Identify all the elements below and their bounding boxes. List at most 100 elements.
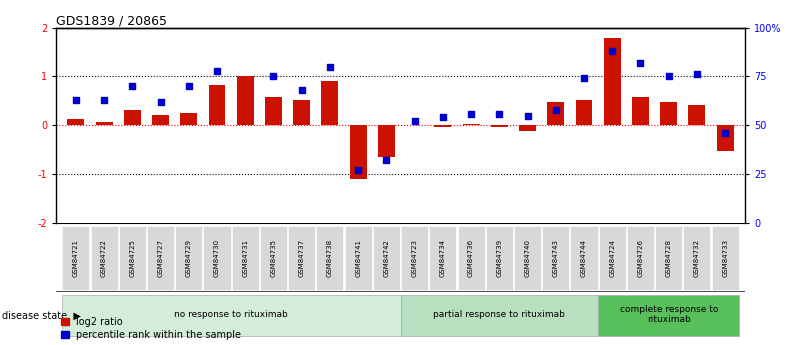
Bar xyxy=(124,110,141,125)
Point xyxy=(98,97,111,103)
Point xyxy=(634,60,647,66)
Text: GSM84726: GSM84726 xyxy=(638,239,643,277)
Bar xyxy=(208,85,225,125)
Text: disease state  ▶: disease state ▶ xyxy=(2,311,81,321)
Point xyxy=(380,158,392,163)
Text: GDS1839 / 20865: GDS1839 / 20865 xyxy=(56,14,167,28)
FancyBboxPatch shape xyxy=(570,226,598,290)
Text: GSM84725: GSM84725 xyxy=(129,239,135,277)
Point xyxy=(126,83,139,89)
Text: GSM84721: GSM84721 xyxy=(73,239,78,277)
Point xyxy=(690,72,703,77)
FancyBboxPatch shape xyxy=(655,226,682,290)
FancyBboxPatch shape xyxy=(401,226,429,290)
Bar xyxy=(491,125,508,127)
Bar xyxy=(378,125,395,157)
Text: GSM84733: GSM84733 xyxy=(723,239,728,277)
FancyBboxPatch shape xyxy=(175,226,203,290)
Point xyxy=(521,113,534,118)
Bar xyxy=(180,113,197,125)
FancyBboxPatch shape xyxy=(598,295,739,336)
Text: GSM84724: GSM84724 xyxy=(610,239,615,277)
FancyBboxPatch shape xyxy=(119,226,146,290)
Legend: log2 ratio, percentile rank within the sample: log2 ratio, percentile rank within the s… xyxy=(61,317,241,340)
Text: GSM84737: GSM84737 xyxy=(299,239,304,277)
FancyBboxPatch shape xyxy=(316,226,344,290)
Bar xyxy=(519,125,536,131)
FancyBboxPatch shape xyxy=(542,226,570,290)
FancyBboxPatch shape xyxy=(62,226,90,290)
Text: GSM84722: GSM84722 xyxy=(101,239,107,277)
Bar xyxy=(350,125,367,179)
Bar xyxy=(547,102,564,125)
Point xyxy=(578,76,590,81)
Point xyxy=(296,87,308,93)
FancyBboxPatch shape xyxy=(344,226,372,290)
Bar xyxy=(434,125,451,127)
FancyBboxPatch shape xyxy=(400,295,598,336)
Text: GSM84741: GSM84741 xyxy=(355,239,361,277)
FancyBboxPatch shape xyxy=(711,226,739,290)
Point xyxy=(154,99,167,105)
Text: GSM84740: GSM84740 xyxy=(525,239,530,277)
Point xyxy=(324,64,336,69)
Point xyxy=(662,74,675,79)
Bar xyxy=(95,122,112,125)
Text: GSM84730: GSM84730 xyxy=(214,239,220,277)
FancyBboxPatch shape xyxy=(288,226,316,290)
Text: GSM84742: GSM84742 xyxy=(384,239,389,277)
Point xyxy=(409,119,421,124)
FancyBboxPatch shape xyxy=(231,226,259,290)
Text: GSM84738: GSM84738 xyxy=(327,239,333,277)
Point xyxy=(493,111,505,116)
Bar xyxy=(632,97,649,125)
FancyBboxPatch shape xyxy=(485,226,513,290)
FancyBboxPatch shape xyxy=(147,226,174,290)
Point xyxy=(239,0,252,1)
Text: GSM84735: GSM84735 xyxy=(271,239,276,277)
Text: GSM84728: GSM84728 xyxy=(666,239,672,277)
Point xyxy=(211,68,223,73)
Bar xyxy=(237,77,254,125)
Text: GSM84734: GSM84734 xyxy=(440,239,446,277)
Text: GSM84736: GSM84736 xyxy=(468,239,474,277)
FancyBboxPatch shape xyxy=(62,295,400,336)
Point xyxy=(183,83,195,89)
Text: GSM84731: GSM84731 xyxy=(242,239,248,277)
Point xyxy=(70,97,83,103)
Text: GSM84743: GSM84743 xyxy=(553,239,559,277)
Bar xyxy=(152,115,169,125)
FancyBboxPatch shape xyxy=(457,226,485,290)
Text: GSM84727: GSM84727 xyxy=(158,239,163,277)
Bar xyxy=(67,119,84,125)
Text: GSM84723: GSM84723 xyxy=(412,239,417,277)
Bar xyxy=(293,100,310,125)
FancyBboxPatch shape xyxy=(203,226,231,290)
FancyBboxPatch shape xyxy=(260,226,287,290)
FancyBboxPatch shape xyxy=(429,226,457,290)
Point xyxy=(465,111,477,116)
Text: complete response to
rituximab: complete response to rituximab xyxy=(619,305,718,324)
Text: partial response to rituximab: partial response to rituximab xyxy=(433,310,566,319)
Bar xyxy=(265,97,282,125)
Point xyxy=(437,115,449,120)
Text: no response to rituximab: no response to rituximab xyxy=(175,310,288,319)
Bar xyxy=(660,102,677,125)
Point xyxy=(606,48,618,54)
FancyBboxPatch shape xyxy=(598,226,626,290)
Point xyxy=(352,167,364,173)
Bar xyxy=(576,100,593,125)
Text: GSM84729: GSM84729 xyxy=(186,239,191,277)
Bar xyxy=(321,81,338,125)
Bar xyxy=(717,125,734,151)
Text: GSM84744: GSM84744 xyxy=(581,239,587,277)
FancyBboxPatch shape xyxy=(514,226,541,290)
Point xyxy=(718,130,731,136)
Text: GSM84739: GSM84739 xyxy=(497,239,502,277)
FancyBboxPatch shape xyxy=(683,226,710,290)
FancyBboxPatch shape xyxy=(91,226,118,290)
FancyBboxPatch shape xyxy=(372,226,400,290)
FancyBboxPatch shape xyxy=(627,226,654,290)
Bar xyxy=(463,124,480,125)
Text: GSM84732: GSM84732 xyxy=(694,239,700,277)
